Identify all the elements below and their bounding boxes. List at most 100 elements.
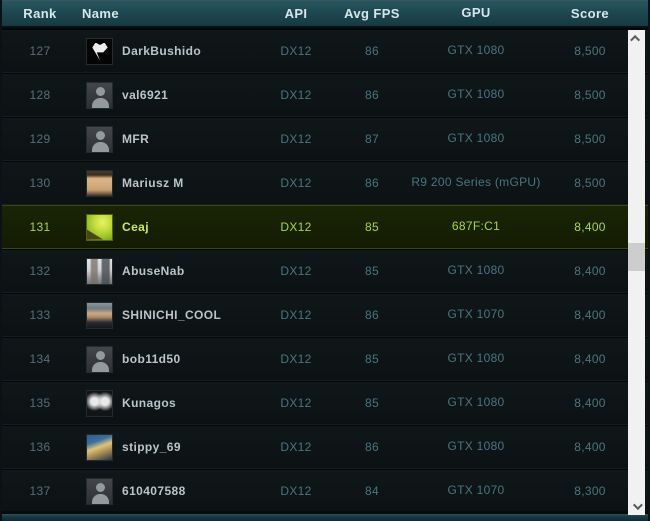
table-row[interactable]: 129 MFR DX12 87 GTX 1080 8,500 [2, 117, 648, 161]
score-cell: 8,400 [574, 396, 606, 410]
score-cell: 8,400 [574, 352, 606, 366]
score-cell: 8,500 [574, 88, 606, 102]
score-cell: 8,400 [574, 308, 606, 322]
gpu-cell: GTX 1080 [447, 43, 505, 58]
table-row[interactable]: 133 SHINICHI_COOL DX12 86 GTX 1070 8,400 [2, 293, 648, 337]
rank-cell: 137 [29, 484, 51, 498]
gpu-cell: GTX 1080 [447, 439, 505, 454]
avatar [86, 37, 113, 65]
gpu-cell: GTX 1080 [447, 395, 505, 410]
avatar [86, 169, 113, 197]
gpu-cell: GTX 1080 [447, 263, 505, 278]
avg-fps-cell: 84 [365, 484, 379, 498]
header-avg-fps[interactable]: Avg FPS [344, 6, 400, 21]
player-name: MFR [122, 132, 150, 146]
table-row[interactable]: 134 bob11d50 DX12 85 GTX 1080 8,400 [2, 337, 648, 381]
api-cell: DX12 [280, 484, 312, 498]
rank-cell: 132 [29, 264, 51, 278]
player-name: 610407588 [122, 484, 186, 498]
score-cell: 8,400 [574, 440, 606, 454]
leaderboard-header: Rank Name API Avg FPS GPU Score [2, 0, 648, 28]
gpu-cell: GTX 1070 [447, 307, 505, 322]
rank-cell: 131 [29, 220, 51, 234]
avatar [86, 345, 113, 373]
api-cell: DX12 [280, 352, 312, 366]
player-name: val6921 [122, 88, 169, 102]
score-cell: 8,500 [574, 44, 606, 58]
name-cell: val6921 [78, 81, 248, 109]
rank-cell: 130 [29, 176, 51, 190]
api-cell: DX12 [280, 396, 312, 410]
table-row[interactable]: 136 stippy_69 DX12 86 GTX 1080 8,400 [2, 425, 648, 469]
gpu-cell: 687F:C1 [451, 219, 501, 234]
name-cell: DarkBushido [78, 37, 248, 65]
player-name: Mariusz M [122, 176, 184, 190]
table-row[interactable]: 127 DarkBushido DX12 86 GTX 1080 8,500 [2, 29, 648, 73]
table-row[interactable]: 132 AbuseNab DX12 85 GTX 1080 8,400 [2, 249, 648, 293]
window-bottom-edge [2, 513, 648, 521]
rank-cell: 129 [29, 132, 51, 146]
name-cell: stippy_69 [78, 433, 248, 461]
avg-fps-cell: 86 [365, 88, 379, 102]
player-name: stippy_69 [122, 440, 181, 454]
gpu-cell: GTX 1080 [447, 87, 505, 102]
header-api[interactable]: API [284, 6, 308, 21]
avg-fps-cell: 85 [365, 264, 379, 278]
api-cell: DX12 [280, 88, 312, 102]
player-name: DarkBushido [122, 44, 202, 58]
avg-fps-cell: 87 [365, 132, 379, 146]
avg-fps-cell: 85 [365, 396, 379, 410]
vertical-scrollbar[interactable] [628, 30, 645, 515]
avg-fps-cell: 86 [365, 44, 379, 58]
name-cell: Mariusz M [78, 169, 248, 197]
scrollbar-thumb[interactable] [628, 243, 645, 271]
chevron-up-icon [630, 34, 641, 45]
avatar [86, 477, 113, 505]
avatar [86, 125, 113, 153]
api-cell: DX12 [280, 308, 312, 322]
score-cell: 8,400 [574, 220, 606, 234]
api-cell: DX12 [280, 440, 312, 454]
table-row[interactable]: 130 Mariusz M DX12 86 R9 200 Series (mGP… [2, 161, 648, 205]
rank-cell: 135 [29, 396, 51, 410]
gpu-cell: R9 200 Series (mGPU) [411, 175, 541, 190]
avg-fps-cell: 86 [365, 308, 379, 322]
name-cell: Ceaj [78, 213, 248, 241]
avatar [86, 257, 113, 285]
table-row[interactable]: 135 Kunagos DX12 85 GTX 1080 8,400 [2, 381, 648, 425]
avg-fps-cell: 85 [365, 352, 379, 366]
rank-cell: 136 [29, 440, 51, 454]
chevron-down-icon [632, 500, 643, 511]
player-name: Kunagos [122, 396, 177, 410]
scroll-up-button[interactable] [628, 30, 645, 47]
rank-cell: 127 [29, 44, 51, 58]
api-cell: DX12 [280, 176, 312, 190]
scroll-down-button[interactable] [628, 498, 645, 515]
player-name: bob11d50 [122, 352, 181, 366]
name-cell: SHINICHI_COOL [78, 301, 248, 329]
table-row[interactable]: 128 val6921 DX12 86 GTX 1080 8,500 [2, 73, 648, 117]
name-cell: bob11d50 [78, 345, 248, 373]
avatar [86, 213, 113, 241]
header-name[interactable]: Name [82, 6, 120, 21]
header-score[interactable]: Score [570, 6, 610, 21]
header-rank[interactable]: Rank [23, 6, 57, 21]
avatar [86, 433, 113, 461]
avg-fps-cell: 86 [365, 176, 379, 190]
avg-fps-cell: 86 [365, 440, 379, 454]
avatar [86, 301, 113, 329]
rank-cell: 134 [29, 352, 51, 366]
table-row[interactable]: 137 610407588 DX12 84 GTX 1070 8,300 [2, 469, 648, 511]
gpu-cell: GTX 1080 [447, 351, 505, 366]
player-name: Ceaj [122, 220, 149, 234]
rank-cell: 128 [29, 88, 51, 102]
rank-cell: 133 [29, 308, 51, 322]
api-cell: DX12 [280, 220, 312, 234]
score-cell: 8,500 [574, 132, 606, 146]
table-row[interactable]: 131 Ceaj DX12 85 687F:C1 8,400 [2, 205, 648, 249]
avatar [86, 389, 113, 417]
avg-fps-cell: 85 [365, 220, 379, 234]
gpu-cell: GTX 1070 [447, 483, 505, 498]
header-gpu[interactable]: GPU [461, 5, 491, 21]
